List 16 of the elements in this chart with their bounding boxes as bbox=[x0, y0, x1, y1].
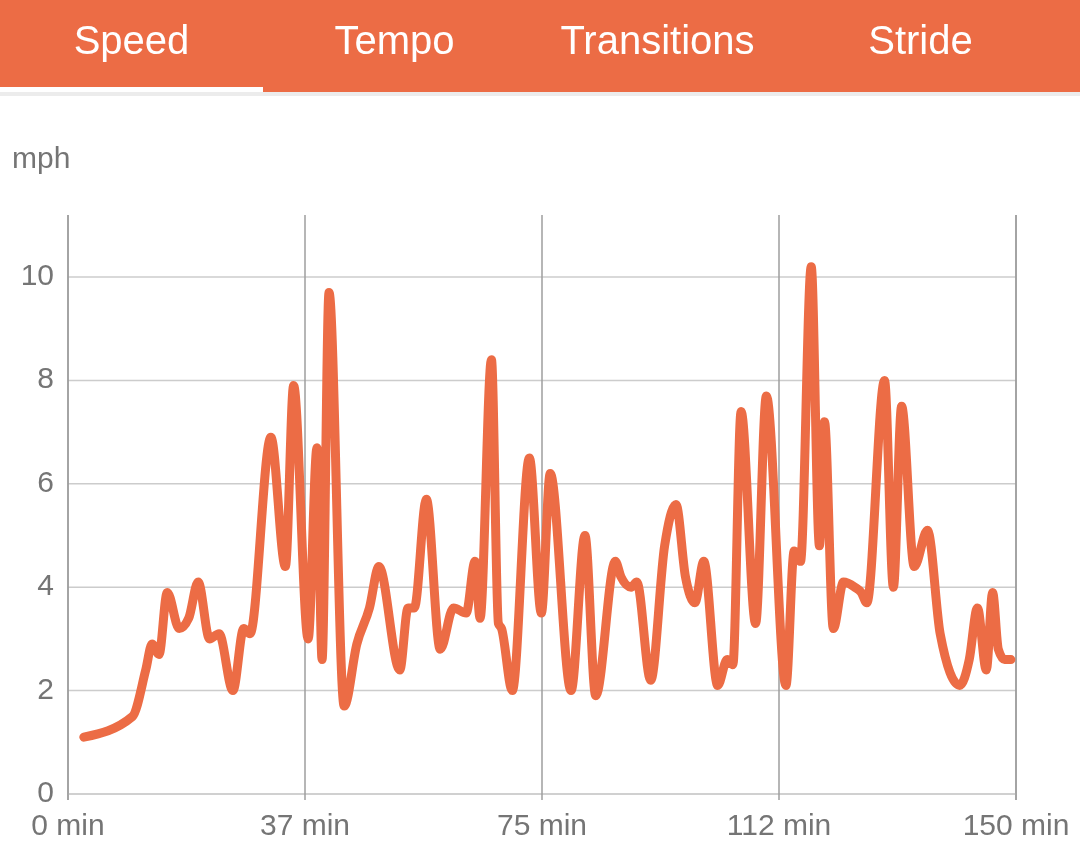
y-tick-label: 4 bbox=[37, 568, 54, 602]
text: Stride bbox=[868, 18, 973, 62]
y-tick-label: 2 bbox=[37, 671, 54, 705]
y-tick-label: 6 bbox=[37, 464, 54, 498]
y-tick-label: 0 bbox=[37, 774, 54, 808]
x-tick-label: 0 min bbox=[31, 808, 105, 841]
chart-title: Speed bbox=[73, 18, 190, 62]
x-tick-label: 37 min bbox=[259, 808, 351, 841]
text: Tempo bbox=[334, 18, 455, 62]
x-tick-label: 112 min bbox=[726, 808, 832, 841]
text: Transitions bbox=[560, 18, 755, 62]
x-tick-label: 75 min bbox=[496, 808, 588, 841]
y-tick-label: 8 bbox=[37, 361, 54, 395]
y-tick-label: 10 bbox=[20, 257, 54, 291]
x-tick-label: 150 min bbox=[962, 808, 1070, 841]
y-axis-title: mph bbox=[12, 141, 71, 174]
